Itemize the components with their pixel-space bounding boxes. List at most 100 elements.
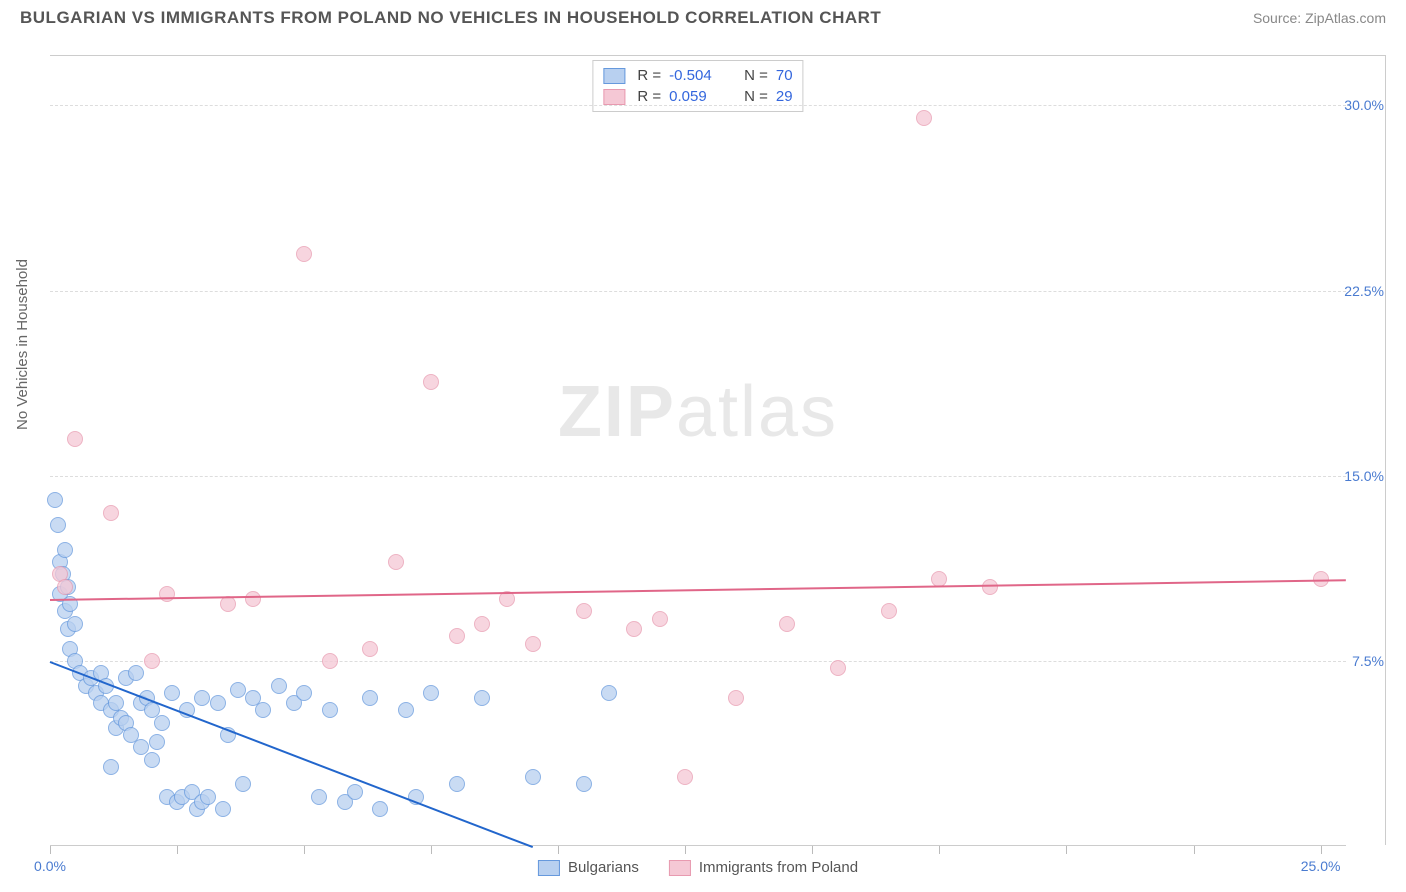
r-label-2: R =: [637, 88, 661, 105]
scatter-point: [423, 685, 439, 701]
scatter-point: [728, 690, 744, 706]
x-tick: [1194, 846, 1195, 854]
scatter-point: [525, 769, 541, 785]
legend-stats-row-2: R = 0.059 N = 29: [603, 86, 792, 107]
n-label-2: N =: [744, 88, 768, 105]
y-axis-label: No Vehicles in Household: [14, 259, 31, 430]
scatter-point: [215, 801, 231, 817]
chart-title: BULGARIAN VS IMMIGRANTS FROM POLAND NO V…: [20, 8, 881, 28]
legend-bottom-swatch-2: [669, 860, 691, 876]
legend-swatch-2: [603, 89, 625, 105]
x-tick: [558, 846, 559, 854]
scatter-point: [50, 517, 66, 533]
scatter-point: [245, 591, 261, 607]
legend-swatch-1: [603, 68, 625, 84]
scatter-point: [677, 769, 693, 785]
scatter-point: [881, 603, 897, 619]
scatter-point: [576, 603, 592, 619]
y-tick-label: 7.5%: [1324, 653, 1384, 669]
gridline-h: [50, 476, 1346, 477]
scatter-point: [296, 246, 312, 262]
legend-series: Bulgarians Immigrants from Poland: [538, 859, 858, 876]
scatter-point: [525, 636, 541, 652]
scatter-point: [626, 621, 642, 637]
scatter-point: [779, 616, 795, 632]
scatter-point: [449, 776, 465, 792]
plot-area: ZIPatlas R = -0.504 N = 70 R = 0.059 N =…: [50, 56, 1346, 846]
scatter-point: [388, 554, 404, 570]
scatter-point: [372, 801, 388, 817]
scatter-point: [423, 374, 439, 390]
scatter-point: [322, 653, 338, 669]
r-value-1: -0.504: [669, 67, 724, 84]
scatter-point: [982, 579, 998, 595]
watermark-zip: ZIP: [558, 372, 676, 452]
x-tick: [812, 846, 813, 854]
n-label-1: N =: [744, 67, 768, 84]
scatter-point: [108, 695, 124, 711]
trend-line: [50, 579, 1346, 601]
legend-bottom-swatch-1: [538, 860, 560, 876]
watermark-atlas: atlas: [676, 372, 838, 452]
scatter-point: [398, 702, 414, 718]
scatter-point: [474, 690, 490, 706]
trend-line: [50, 661, 534, 848]
scatter-point: [57, 579, 73, 595]
legend-stats-row-1: R = -0.504 N = 70: [603, 65, 792, 86]
watermark: ZIPatlas: [558, 371, 838, 453]
x-tick-label-right: 25.0%: [1301, 858, 1341, 874]
x-tick: [685, 846, 686, 854]
scatter-point: [449, 628, 465, 644]
scatter-point: [210, 695, 226, 711]
scatter-point: [67, 431, 83, 447]
scatter-point: [271, 678, 287, 694]
scatter-point: [194, 690, 210, 706]
scatter-point: [200, 789, 216, 805]
scatter-point: [362, 690, 378, 706]
scatter-point: [164, 685, 180, 701]
scatter-point: [576, 776, 592, 792]
scatter-point: [230, 682, 246, 698]
scatter-point: [67, 616, 83, 632]
n-value-2: 29: [776, 88, 793, 105]
scatter-point: [255, 702, 271, 718]
y-tick-label: 22.5%: [1324, 283, 1384, 299]
x-axis-line: [50, 845, 1346, 846]
scatter-point: [128, 665, 144, 681]
legend-label-1: Bulgarians: [568, 859, 639, 876]
legend-label-2: Immigrants from Poland: [699, 859, 858, 876]
x-tick: [304, 846, 305, 854]
r-label-1: R =: [637, 67, 661, 84]
scatter-point: [47, 492, 63, 508]
scatter-point: [601, 685, 617, 701]
scatter-point: [57, 542, 73, 558]
scatter-point: [347, 784, 363, 800]
gridline-h: [50, 291, 1346, 292]
x-tick: [939, 846, 940, 854]
scatter-point: [322, 702, 338, 718]
scatter-point: [830, 660, 846, 676]
scatter-point: [916, 110, 932, 126]
x-tick-label-left: 0.0%: [34, 858, 66, 874]
scatter-point: [144, 752, 160, 768]
legend-stats: R = -0.504 N = 70 R = 0.059 N = 29: [592, 60, 803, 112]
x-tick: [177, 846, 178, 854]
scatter-point: [149, 734, 165, 750]
scatter-point: [220, 596, 236, 612]
x-tick: [50, 846, 51, 854]
scatter-point: [652, 611, 668, 627]
scatter-point: [103, 759, 119, 775]
gridline-h: [50, 661, 1346, 662]
y-tick-label: 15.0%: [1324, 468, 1384, 484]
legend-item-1: Bulgarians: [538, 859, 639, 876]
scatter-point: [154, 715, 170, 731]
source-attribution: Source: ZipAtlas.com: [1253, 10, 1386, 26]
x-tick: [431, 846, 432, 854]
scatter-point: [362, 641, 378, 657]
n-value-1: 70: [776, 67, 793, 84]
scatter-point: [311, 789, 327, 805]
scatter-point: [235, 776, 251, 792]
scatter-point: [296, 685, 312, 701]
y-tick-label: 30.0%: [1324, 97, 1384, 113]
chart-container: ZIPatlas R = -0.504 N = 70 R = 0.059 N =…: [50, 55, 1386, 845]
